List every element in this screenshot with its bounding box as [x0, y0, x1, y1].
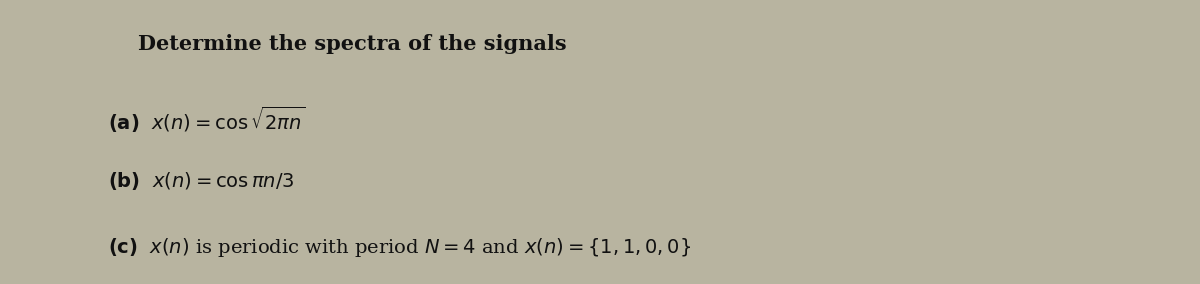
Text: $\mathbf{(c)}$  $x(n)$ is periodic with period $N = 4$ and $x(n) = \{1, 1, 0, 0\: $\mathbf{(c)}$ $x(n)$ is periodic with p… — [108, 236, 691, 259]
Text: $\mathbf{(a)}$  $x(n) = \cos\sqrt{2\pi n}$: $\mathbf{(a)}$ $x(n) = \cos\sqrt{2\pi n}… — [108, 105, 305, 135]
Text: Determine the spectra of the signals: Determine the spectra of the signals — [138, 34, 566, 54]
Text: $\mathbf{(b)}$  $x(n) = \cos\pi n/3$: $\mathbf{(b)}$ $x(n) = \cos\pi n/3$ — [108, 170, 295, 192]
